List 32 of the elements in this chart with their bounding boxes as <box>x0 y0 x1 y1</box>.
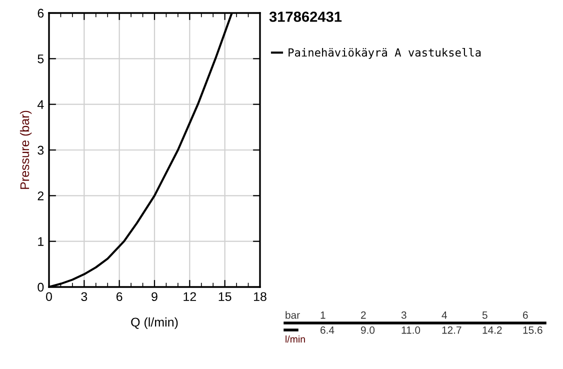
text: 5 <box>482 312 488 319</box>
y-tick-label: 0 <box>38 282 44 292</box>
x-axis-title: Q (l/min) <box>131 317 178 330</box>
x-tick-label: 3 <box>81 292 88 302</box>
text: 1 <box>320 312 326 319</box>
text: 317862431 <box>269 12 342 22</box>
text: 14.2 <box>482 326 502 334</box>
y-tick-label: 5 <box>38 54 44 64</box>
y-axis-title: Pressure (bar) <box>20 110 32 189</box>
x-tick-label: 15 <box>218 292 232 302</box>
text: 6.4 <box>320 326 334 334</box>
text: 11.0 <box>402 326 420 334</box>
x-tick-label: 0 <box>46 292 52 302</box>
y-tick-label: 6 <box>38 8 44 18</box>
text: 2 <box>361 311 366 319</box>
y-tick-label: 4 <box>37 100 44 109</box>
text: 6 <box>523 311 528 319</box>
x-tick-label: 9 <box>152 292 158 302</box>
legend-label: Painehäviökäyrä A vastuksella <box>288 48 481 59</box>
text: l/min <box>286 335 305 343</box>
text: 9.0 <box>360 326 375 334</box>
x-tick-label: 18 <box>254 292 266 302</box>
x-tick-label: 12 <box>184 292 196 301</box>
y-tick-label: 3 <box>38 146 44 155</box>
y-tick-label: 1 <box>38 237 44 246</box>
text: bar <box>286 311 300 319</box>
text: 3 <box>401 311 406 319</box>
text: 4 <box>442 312 447 319</box>
text: 12.7 <box>442 326 462 334</box>
text: 15.6 <box>523 326 542 334</box>
y-tick-label: 2 <box>38 191 44 200</box>
x-tick-label: 6 <box>116 292 122 302</box>
